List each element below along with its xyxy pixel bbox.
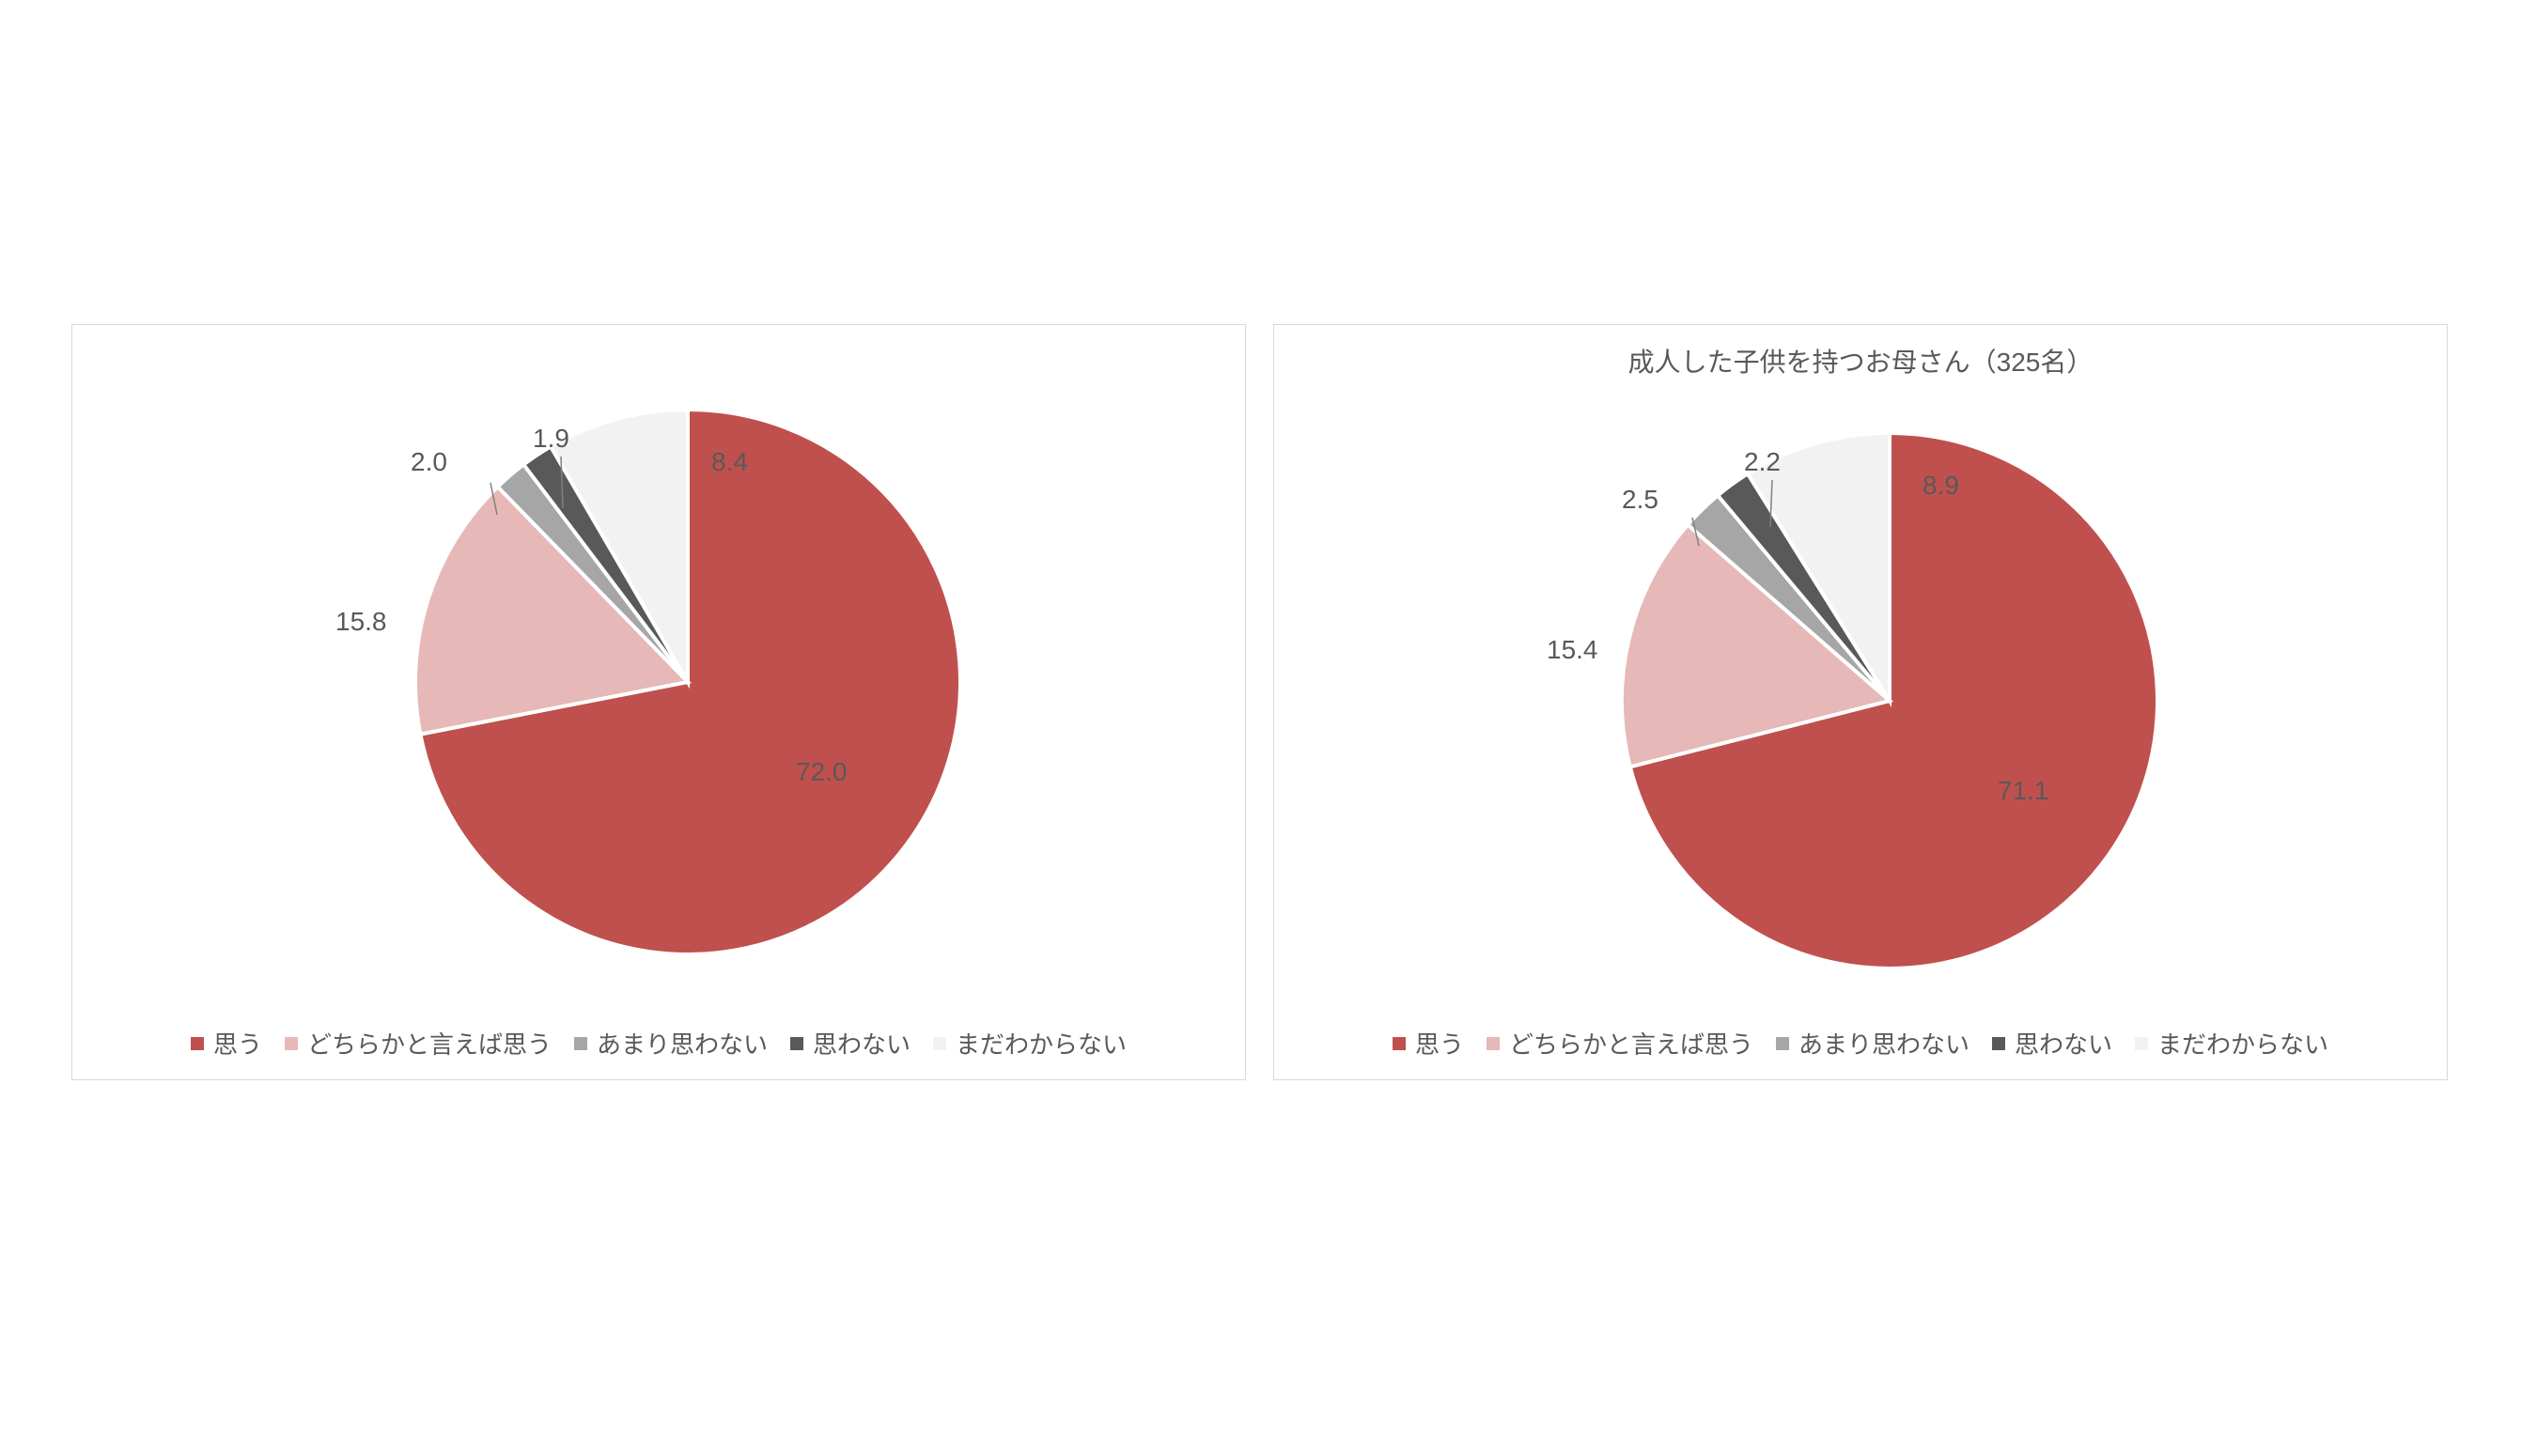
data-label: 2.0: [411, 447, 447, 477]
legend-item: どちらかと言えば思う: [1487, 1026, 1753, 1061]
pie-chart-left: [72, 325, 1247, 1081]
pie-chart-right: [1274, 325, 2449, 1081]
legend-label: どちらかと言えば思う: [307, 1026, 552, 1061]
legend-label: まだわからない: [2157, 1026, 2328, 1061]
legend-swatch: [790, 1037, 803, 1050]
legend-item: まだわからない: [933, 1026, 1127, 1061]
legend-swatch: [2135, 1037, 2148, 1050]
legend-item: あまり思わない: [1776, 1026, 1969, 1061]
legend-label: 思う: [213, 1026, 262, 1061]
data-label: 8.4: [711, 447, 748, 477]
legend-item: 思う: [1393, 1026, 1464, 1061]
chart-panel-left: 思う どちらかと言えば思う あまり思わない 思わない まだわからない 72.0 15.8 2…: [71, 324, 1246, 1080]
legend-swatch: [1776, 1037, 1789, 1050]
legend-label: 思わない: [813, 1026, 911, 1061]
legend-item: 思う: [191, 1026, 262, 1061]
legend-left: 思う どちらかと言えば思う あまり思わない 思わない まだわからない: [72, 1026, 1245, 1061]
legend-label: あまり思わない: [597, 1026, 768, 1061]
legend-label: まだわからない: [956, 1026, 1127, 1061]
legend-label: 思う: [1415, 1026, 1464, 1061]
legend-item: あまり思わない: [574, 1026, 768, 1061]
data-label: 71.1: [1998, 776, 2049, 806]
legend-swatch: [1992, 1037, 2005, 1050]
legend-item: 思わない: [790, 1026, 911, 1061]
legend-item: まだわからない: [2135, 1026, 2328, 1061]
legend-swatch: [1487, 1037, 1500, 1050]
legend-item: 思わない: [1992, 1026, 2112, 1061]
legend-swatch: [933, 1037, 946, 1050]
chart-panel-right: 成人した子供を持つお母さん（325名） 思うどちらかと言えば思うあまり思わない思…: [1273, 324, 2448, 1080]
legend-label: あまり思わない: [1798, 1026, 1969, 1061]
data-label: 15.8: [335, 607, 387, 637]
legend-item: どちらかと言えば思う: [285, 1026, 552, 1061]
canvas: 思う どちらかと言えば思う あまり思わない 思わない まだわからない 72.0 15.8 2…: [0, 0, 2522, 1456]
data-label: 1.9: [533, 424, 569, 454]
legend-swatch: [1393, 1037, 1406, 1050]
data-label: 15.4: [1547, 635, 1598, 665]
legend-label: どちらかと言えば思う: [1509, 1026, 1753, 1061]
legend-swatch: [574, 1037, 587, 1050]
legend-swatch: [191, 1037, 204, 1050]
legend-swatch: [285, 1037, 298, 1050]
legend-label: 思わない: [2015, 1026, 2112, 1061]
data-label: 2.2: [1744, 447, 1781, 477]
data-label: 72.0: [796, 757, 848, 787]
data-label: 8.9: [1923, 471, 1959, 501]
data-label: 2.5: [1622, 485, 1658, 515]
legend-right: 思う どちらかと言えば思う あまり思わない 思わない まだわからない: [1274, 1026, 2447, 1061]
